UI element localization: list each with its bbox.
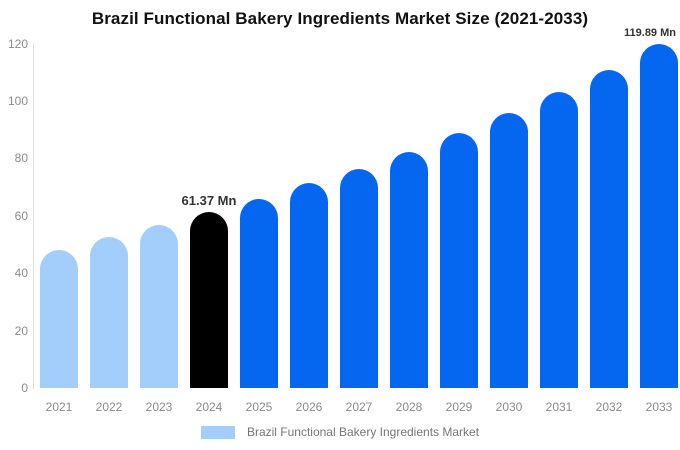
- y-axis-tick-label: 60: [14, 209, 28, 223]
- bar-2023[interactable]: [140, 225, 178, 388]
- y-axis-tick-label: 20: [14, 324, 28, 338]
- bar-2028[interactable]: [390, 152, 428, 388]
- x-axis-label-2027: 2027: [345, 400, 373, 414]
- bar-2031[interactable]: [540, 92, 578, 388]
- y-axis-line: [33, 44, 34, 389]
- bar-2026[interactable]: [290, 183, 328, 388]
- y-axis-tick-label: 120: [7, 37, 28, 51]
- x-axis-label-2023: 2023: [145, 400, 173, 414]
- legend[interactable]: Brazil Functional Bakery Ingredients Mar…: [0, 425, 680, 439]
- data-label-2033: 119.89 Mn: [624, 27, 676, 39]
- bar-2025[interactable]: [240, 199, 278, 388]
- legend-label: Brazil Functional Bakery Ingredients Mar…: [246, 425, 480, 439]
- x-axis-label-2030: 2030: [495, 400, 523, 414]
- x-axis-label-2026: 2026: [295, 400, 323, 414]
- bar-2033[interactable]: [640, 44, 678, 388]
- bar-2029[interactable]: [440, 133, 478, 388]
- bar-2027[interactable]: [340, 169, 378, 388]
- y-axis-tick-label: 80: [14, 151, 28, 165]
- y-axis-tick-label: 40: [14, 266, 28, 280]
- legend-swatch: [200, 425, 235, 439]
- x-axis-label-2028: 2028: [395, 400, 423, 414]
- x-axis-label-2031: 2031: [545, 400, 573, 414]
- x-axis-label-2029: 2029: [445, 400, 473, 414]
- y-axis-tick-label: 0: [21, 381, 28, 395]
- x-axis-label-2032: 2032: [595, 400, 623, 414]
- y-axis-tick-label: 100: [7, 94, 28, 108]
- x-axis-label-2021: 2021: [45, 400, 73, 414]
- x-axis-label-2033: 2033: [645, 400, 673, 414]
- data-label-2024: 61.37 Mn: [181, 193, 237, 208]
- bar-2021[interactable]: [40, 250, 78, 388]
- x-axis-label-2025: 2025: [245, 400, 273, 414]
- x-axis-label-2022: 2022: [95, 400, 123, 414]
- chart-title: Brazil Functional Bakery Ingredients Mar…: [91, 9, 589, 28]
- bar-2030[interactable]: [490, 113, 528, 388]
- bar-2032[interactable]: [590, 70, 628, 388]
- x-axis-label-2024: 2024: [195, 400, 223, 414]
- bar-2024[interactable]: [190, 212, 228, 388]
- bar-2022[interactable]: [90, 237, 128, 388]
